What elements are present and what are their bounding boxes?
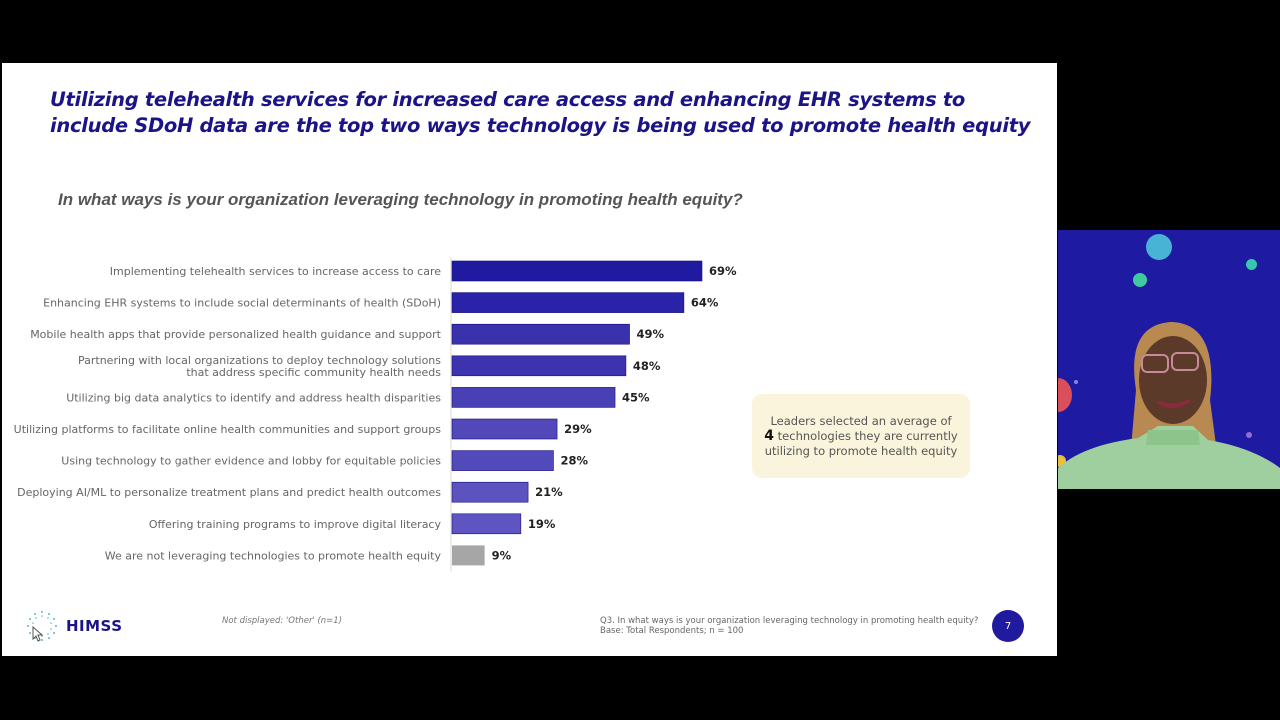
bar-6 — [451, 450, 554, 471]
footnote-not-displayed: Not displayed: 'Other' (n=1) — [222, 616, 343, 626]
bar-0 — [451, 260, 703, 282]
footnote-question: Q3. In what ways is your organization le… — [600, 616, 979, 626]
category-label-9: We are not leveraging technologies to pr… — [105, 549, 442, 562]
bar-1 — [451, 292, 685, 313]
callout-text-1: Leaders selected an average of — [770, 413, 952, 428]
category-label-4: Utilizing big data analytics to identify… — [66, 391, 441, 404]
category-label-3: Partnering with local organizations to d… — [78, 354, 441, 379]
value-label-9: 9% — [492, 548, 512, 562]
value-label-2: 49% — [637, 327, 665, 341]
bar-9 — [452, 545, 485, 566]
mouse-cursor-icon — [32, 626, 44, 642]
value-label-6: 28% — [560, 454, 588, 468]
decor-dot — [1246, 432, 1252, 438]
category-label-0: Implementing telehealth services to incr… — [110, 265, 441, 278]
value-label-1: 64% — [691, 296, 719, 310]
bar-4 — [451, 387, 616, 408]
decor-dot — [1246, 259, 1257, 270]
category-label-7: Deploying AI/ML to personalize treatment… — [17, 486, 441, 499]
value-label-3: 48% — [633, 359, 661, 373]
value-label-0: 69% — [709, 264, 737, 278]
bar-7 — [451, 481, 529, 503]
callout-text-2: technologies they are currently utilizin… — [764, 428, 958, 458]
page-number-badge: 7 — [992, 610, 1024, 642]
bar-5 — [451, 418, 558, 440]
bar-chart: 69% Implementing telehealth services to i… — [2, 63, 1057, 656]
bar-chart-svg: 69% Implementing telehealth services to i… — [14, 257, 737, 572]
decor-dot — [1058, 455, 1066, 467]
bar-8 — [451, 513, 522, 535]
value-label-5: 29% — [564, 422, 592, 436]
category-label-5: Utilizing platforms to facilitate online… — [14, 423, 442, 436]
himss-logo-text: HIMSS — [66, 617, 123, 635]
presenter-person — [1058, 322, 1280, 489]
slide-headline: Utilizing telehealth services for increa… — [50, 88, 1031, 137]
decor-dot — [1058, 378, 1072, 412]
value-label-8: 19% — [528, 517, 556, 531]
footnote-question-base: Q3. In what ways is your organization le… — [600, 616, 978, 636]
decor-dot — [1146, 234, 1172, 260]
webcam-video-feed — [1058, 230, 1280, 489]
footnote-base: Base: Total Respondents; n = 100 — [600, 626, 744, 636]
callout-box: Leaders selected an average of 4 technol… — [752, 394, 970, 478]
callout-number: 4 — [764, 427, 775, 444]
category-label-1: Enhancing EHR systems to include social … — [43, 297, 441, 310]
category-label-2: Mobile health apps that provide personal… — [30, 328, 441, 341]
value-label-4: 45% — [622, 390, 650, 404]
decor-dot — [1133, 273, 1147, 287]
category-label-8: Offering training programs to improve di… — [149, 518, 442, 531]
chart-question: In what ways is your organization levera… — [58, 190, 743, 209]
decor-dot — [1074, 380, 1078, 384]
bar-2 — [451, 323, 630, 345]
presentation-slide: Utilizing telehealth services for increa… — [2, 63, 1057, 656]
category-label-6: Using technology to gather evidence and … — [61, 455, 441, 468]
bar-3 — [451, 355, 627, 377]
value-label-7: 21% — [535, 485, 563, 499]
